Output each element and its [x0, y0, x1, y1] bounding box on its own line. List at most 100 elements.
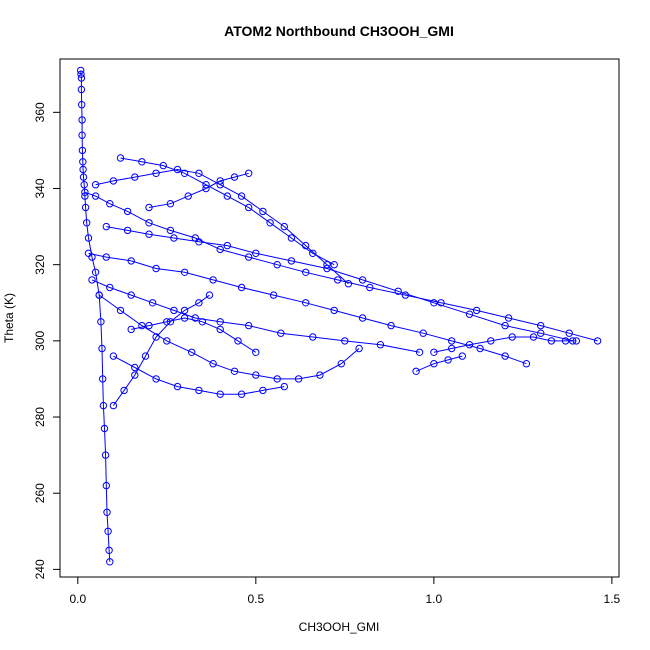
data-point	[191, 314, 200, 322]
data-point	[472, 306, 481, 315]
data-point	[501, 321, 509, 330]
data-point	[104, 527, 112, 535]
series-line-9	[112, 294, 210, 406]
series-line-1	[84, 191, 598, 342]
series-line-8	[91, 279, 420, 353]
data-point	[230, 173, 239, 181]
data-point	[209, 276, 217, 284]
data-point	[127, 325, 135, 334]
data-point	[216, 181, 224, 189]
series-line-13	[415, 355, 463, 372]
data-point	[180, 306, 189, 315]
data-point	[294, 375, 303, 383]
data-point	[216, 318, 224, 326]
data-point	[163, 318, 171, 326]
data-point	[83, 219, 91, 227]
data-point	[123, 207, 132, 216]
data-point	[131, 363, 139, 372]
data-point	[159, 161, 168, 170]
data-point	[309, 333, 317, 341]
data-point	[184, 192, 192, 200]
data-point	[127, 257, 135, 265]
data-point	[152, 375, 160, 383]
data-point	[245, 253, 253, 261]
data-point	[138, 158, 146, 166]
data-point	[145, 230, 153, 238]
data-point	[95, 291, 103, 299]
data-point	[216, 245, 224, 254]
data-point	[78, 146, 87, 155]
data-point	[252, 371, 260, 379]
data-point	[448, 344, 456, 353]
data-point	[106, 200, 114, 208]
data-point	[102, 222, 111, 231]
data-point	[141, 352, 150, 360]
data-point	[145, 321, 153, 330]
y-tick-label: 300	[33, 331, 47, 351]
data-point	[84, 249, 93, 258]
data-point	[309, 249, 317, 258]
data-point	[173, 382, 182, 391]
data-point	[465, 341, 474, 349]
data-point	[547, 337, 556, 345]
data-point	[102, 253, 111, 261]
data-point	[166, 200, 175, 208]
data-point	[415, 348, 424, 356]
data-point	[252, 348, 260, 356]
data-point	[101, 451, 110, 459]
data-point	[334, 276, 342, 284]
data-point	[234, 337, 242, 345]
data-point	[337, 360, 345, 368]
data-point	[230, 367, 239, 375]
y-tick-label: 320	[33, 254, 47, 274]
data-point	[109, 352, 118, 360]
data-point	[344, 280, 353, 288]
chart-title: ATOM2 Northbound CH3OOH_GMI	[224, 23, 454, 39]
data-point	[419, 329, 427, 337]
x-tick-label: 1.0	[426, 592, 443, 606]
data-point	[78, 131, 86, 139]
data-point	[91, 268, 100, 276]
data-point	[195, 386, 203, 395]
data-point	[106, 283, 114, 292]
data-point	[81, 203, 90, 212]
data-point	[280, 222, 288, 231]
x-tick-label: 0.5	[247, 592, 264, 606]
data-point	[537, 321, 545, 330]
data-point	[245, 203, 253, 212]
data-point	[394, 287, 402, 295]
data-point	[323, 261, 331, 269]
data-point	[170, 306, 178, 315]
y-tick-label: 340	[33, 178, 47, 198]
series-line-3	[95, 168, 349, 285]
data-point	[99, 375, 107, 383]
data-point	[152, 333, 160, 341]
y-axis-label: Theta (K)	[2, 293, 16, 343]
data-point	[437, 299, 445, 307]
data-point	[77, 74, 86, 82]
data-point	[237, 283, 246, 292]
data-point	[195, 238, 203, 246]
data-point	[98, 344, 106, 353]
x-axis: 0.0 0.5 1.0 1.5	[69, 576, 621, 606]
data-point	[565, 329, 573, 337]
data-point	[561, 337, 570, 345]
data-point	[237, 390, 246, 398]
data-point	[100, 424, 109, 433]
series-line-2	[88, 252, 527, 365]
data-point	[109, 401, 118, 410]
data-point	[209, 360, 217, 368]
data-point	[148, 299, 157, 307]
data-point	[103, 508, 111, 516]
data-point	[102, 481, 111, 490]
data-point	[430, 348, 438, 356]
data-point	[287, 234, 296, 242]
data-point	[430, 299, 438, 307]
data-point	[522, 360, 531, 368]
x-tick-label: 1.5	[604, 592, 621, 606]
x-axis-label: CH3OOH_GMI	[299, 620, 380, 634]
data-point	[216, 325, 224, 334]
data-point	[508, 333, 516, 341]
data-point	[79, 165, 87, 174]
